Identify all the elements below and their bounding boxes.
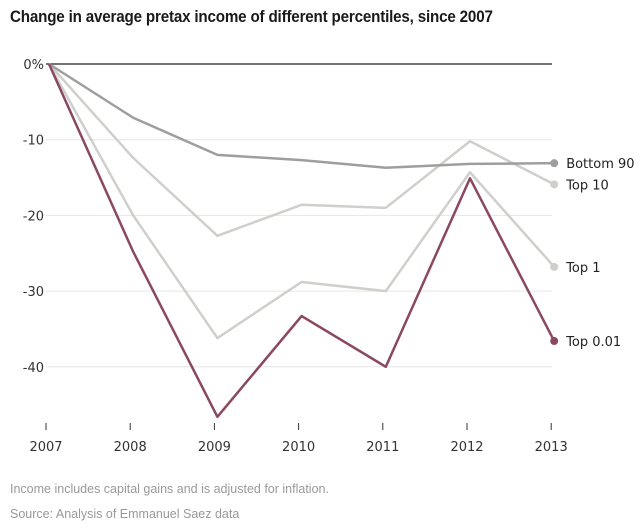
series-lines	[47, 62, 559, 419]
y-tick-label: -20	[23, 209, 44, 224]
x-tick-label: 2011	[366, 440, 399, 455]
series-end-marker	[550, 180, 559, 189]
series-line-top-1	[47, 63, 556, 340]
chart-title: Change in average pretax income of diffe…	[10, 8, 493, 26]
footnote: Income includes capital gains and is adj…	[10, 482, 329, 496]
y-axis: 0% -10 -20 -30 -40	[23, 58, 44, 376]
y-tick-label: -40	[23, 361, 44, 376]
y-tick-label: 0%	[23, 58, 44, 73]
series-labels: Top 1 Top 10 Bottom 90 Top 0.01	[565, 157, 634, 350]
series-line-top-10	[48, 63, 555, 238]
series-end-marker	[550, 262, 559, 271]
x-tick-label: 2012	[450, 440, 483, 455]
x-axis: 2007 2008 2009 2010 2011 2012 2013	[29, 423, 568, 455]
series-label: Bottom 90	[566, 157, 634, 172]
y-tick-label: -30	[23, 285, 44, 300]
series-label: Top 1	[565, 261, 600, 276]
x-tick-label: 2009	[198, 440, 231, 455]
gridlines	[46, 63, 552, 368]
x-tick-label: 2013	[535, 440, 568, 455]
series-line-top-0-01	[47, 63, 556, 419]
series-label: Top 0.01	[565, 335, 621, 350]
series-end-marker	[550, 337, 559, 346]
x-tick-label: 2008	[114, 440, 147, 455]
x-tick-label: 2010	[282, 440, 315, 455]
series-label: Top 10	[565, 178, 609, 193]
x-tick-label: 2007	[29, 440, 62, 455]
source-note: Source: Analysis of Emmanuel Saez data	[10, 507, 240, 521]
y-tick-label: -10	[23, 134, 44, 149]
series-line-bottom-90	[48, 62, 555, 169]
series-end-marker	[550, 159, 559, 168]
